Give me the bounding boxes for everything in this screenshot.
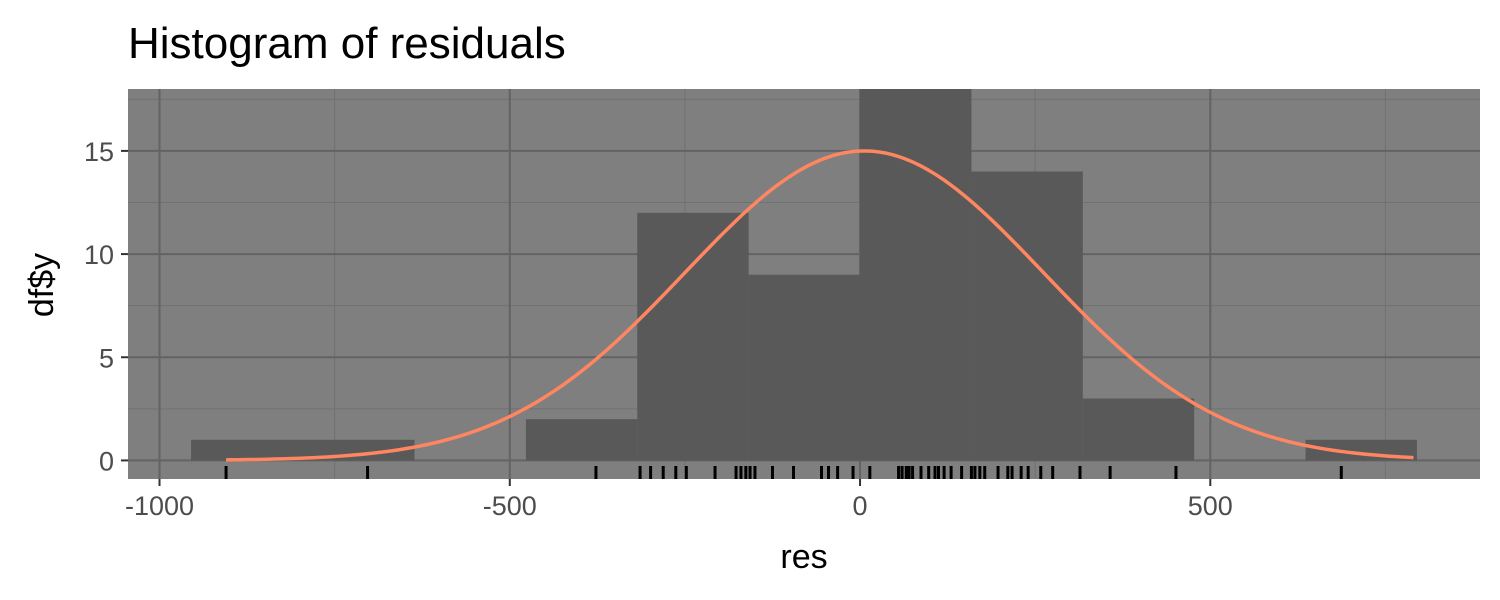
histogram-bar — [1082, 398, 1195, 461]
y-tick-label: 0 — [99, 446, 114, 476]
y-tick-label: 15 — [84, 137, 114, 167]
y-tick-label: 10 — [84, 240, 114, 270]
histogram-bar — [748, 274, 861, 461]
x-tick-label: -1000 — [125, 491, 194, 521]
x-tick-label: -500 — [483, 491, 537, 521]
x-tick-label: 500 — [1188, 491, 1233, 521]
y-tick-label: 5 — [99, 343, 114, 373]
chart-title: Histogram of residuals — [128, 19, 566, 68]
y-axis: 0 5 10 15 — [84, 137, 128, 476]
x-axis: -1000 -500 0 500 — [125, 479, 1233, 521]
x-tick-label: 0 — [853, 491, 868, 521]
x-axis-title: res — [780, 538, 827, 576]
histogram-bar — [637, 212, 749, 461]
y-axis-title: df$y — [23, 253, 61, 317]
plot-panel — [128, 89, 1480, 479]
histogram-bar — [860, 89, 972, 461]
normal-density-curve — [226, 149, 1414, 462]
histogram-bar — [525, 419, 638, 461]
